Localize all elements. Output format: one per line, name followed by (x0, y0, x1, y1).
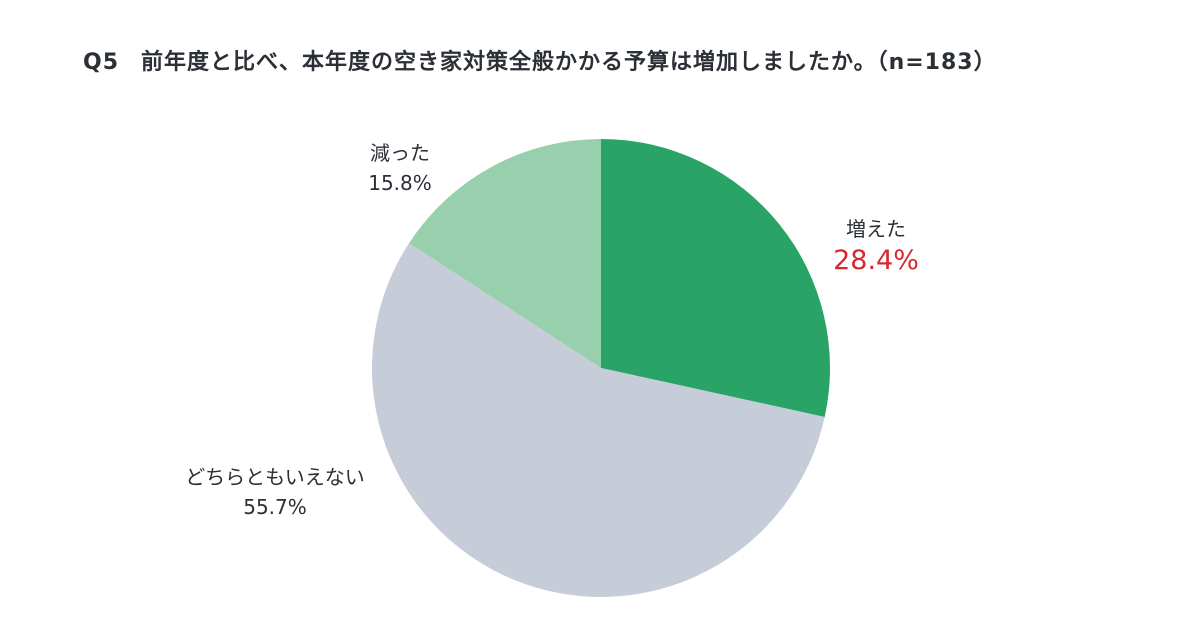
label-neutral-pct: 55.7% (243, 495, 307, 519)
question-text: 前年度と比べ、本年度の空き家対策全般かかる予算は増加しましたか。（n=183） (141, 50, 997, 75)
label-decreased-pct: 15.8% (368, 171, 432, 195)
slice-increased (601, 139, 831, 417)
label-increased-pct: 28.4% (833, 245, 919, 276)
slice-decreased (409, 139, 601, 368)
label-neutral: どちらともいえない 55.7% (150, 462, 400, 522)
question-number: Q5 (83, 50, 120, 75)
label-increased: 増えた 28.4% (826, 214, 926, 278)
chart-title: Q5 前年度と比べ、本年度の空き家対策全般かかる予算は増加しましたか。（n=183… (83, 44, 997, 76)
slice-neutral (371, 243, 825, 597)
label-neutral-name: どちらともいえない (185, 465, 365, 489)
label-decreased-name: 減った (370, 141, 430, 165)
label-decreased: 減った 15.8% (340, 138, 460, 198)
pie-slices (371, 139, 831, 597)
label-increased-name: 増えた (846, 217, 906, 241)
